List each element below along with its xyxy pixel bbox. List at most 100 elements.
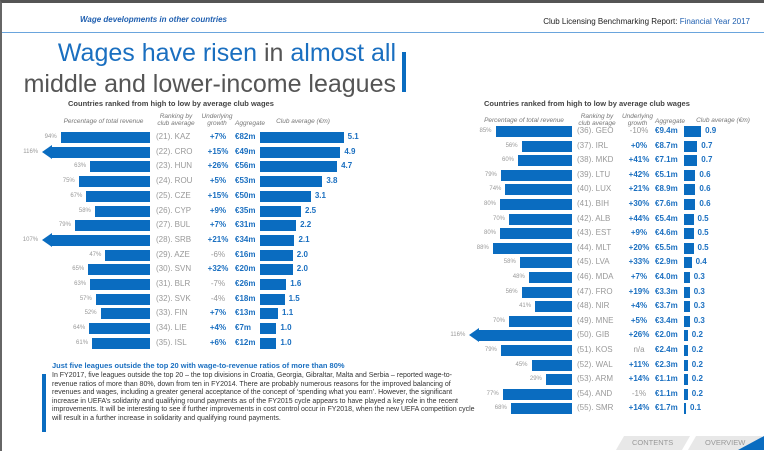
rank-label: (33). FIN [156, 308, 188, 318]
pct-label: 75% [62, 178, 75, 185]
club-average-value: 0.2 [691, 374, 703, 384]
pct-bar [78, 176, 150, 188]
pct-label: 116% [450, 332, 466, 339]
pct-label: 68% [494, 405, 507, 412]
note-body: In FY2017, five leagues outside the top … [52, 372, 475, 422]
aggregate-value: €1.1m [655, 388, 678, 398]
growth-value: +42% [628, 169, 650, 179]
club-average-bar [684, 199, 696, 210]
growth-value: -7% [210, 279, 226, 288]
rank-label: (31). BLR [156, 279, 191, 288]
growth-value: +32% [207, 264, 229, 274]
club-average-value: 0.6 [699, 199, 711, 208]
pct-label: 63% [74, 163, 87, 170]
table-row: 63% (23). HUN +26% €56m 4.7 [0, 159, 764, 173]
aggregate-value: €8.7m [655, 140, 678, 150]
rank-label: (40). LUX [577, 184, 612, 194]
club-average-value: 4.9 [344, 146, 356, 156]
rank-label: (37). IRL [577, 140, 609, 150]
table-row: 45% (52). WAL +11% €2.3m 0.2 [0, 358, 764, 372]
pct-bar [89, 323, 150, 335]
club-average-value: 3.8 [326, 176, 338, 186]
club-average-bar [684, 228, 694, 240]
aggregate-value: €8.9m [655, 184, 678, 194]
pct-bar [509, 213, 572, 225]
table-row: 88% (44). MLT +20% €5.5m 0.5 [0, 241, 764, 255]
table-row: 70% (42). ALB +44% €5.4m 0.5 [0, 212, 764, 226]
aggregate-value: €3.3m [655, 286, 678, 296]
club-average-value: 2.0 [296, 249, 308, 259]
table-row: 79% (27). BUL +7% €31m 2.2 [0, 218, 764, 232]
rank-label: (53). ARM [577, 374, 614, 384]
club-average-value: 3.1 [314, 190, 326, 200]
aggregate-value: €26m [235, 279, 256, 288]
table-row: 48% (46). MDA +7% €4.0m 0.3 [0, 270, 764, 284]
pct-label: 94% [44, 134, 57, 140]
pct-bar [535, 301, 572, 313]
title-part: in [257, 39, 291, 67]
rank-label: (54). AND [577, 388, 613, 398]
table-row: 107% (28). SRB +21% €34m 2.1 [0, 232, 764, 247]
rank-label: (23). HUN [156, 161, 193, 171]
club-average-bar [684, 184, 696, 196]
pct-label: 56% [505, 142, 518, 149]
club-average-bar [684, 257, 692, 269]
aggregate-value: €18m [235, 293, 256, 303]
growth-value: +9% [209, 205, 227, 215]
rank-label: (55). SMR [577, 403, 614, 413]
club-average-value: 0.2 [691, 359, 703, 369]
club-average-bar [684, 155, 698, 167]
club-average-bar [684, 359, 688, 371]
growth-value: +7% [630, 272, 648, 281]
pct-bar [531, 359, 572, 371]
pct-label: 41% [519, 303, 532, 310]
contents-tab[interactable]: CONTENTS [615, 436, 691, 450]
rank-label: (27). BUL [156, 220, 191, 230]
club-average-value: 1.6 [290, 279, 302, 288]
left-header-growth: Underlying growth [201, 113, 233, 127]
table-row: 47% (29). AZE -6% €16m 2.0 [0, 248, 764, 262]
pct-label: 60% [501, 157, 514, 164]
right-chart-title: Countries ranked from high to low by ave… [484, 99, 690, 108]
rank-label: (50). GIB [577, 330, 610, 340]
note-title: Just five leagues outside the top 20 wit… [52, 361, 345, 370]
aggregate-value: €35m [235, 205, 256, 215]
rank-label: (21). KAZ [156, 132, 191, 141]
rank-label: (49). MNE [577, 315, 614, 325]
growth-value: +5% [209, 176, 227, 186]
club-average-value: 0.9 [705, 126, 717, 135]
aggregate-value: €2.4m [655, 345, 678, 354]
rank-label: (35). ISL [156, 337, 187, 347]
pct-bar [492, 242, 572, 254]
table-row: 116% (50). GIB +26% €2.0m 0.2 [0, 328, 764, 343]
report-year: Financial Year 2017 [679, 17, 750, 26]
club-average-bar [684, 374, 688, 386]
pct-label: 48% [512, 274, 525, 280]
club-average-value: 0.5 [697, 213, 709, 223]
pct-label: 85% [479, 128, 492, 134]
growth-value: +14% [628, 374, 650, 384]
rank-label: (38). MKD [577, 155, 614, 165]
aggregate-value: €31m [235, 220, 256, 230]
table-row: 68% (55). SMR +14% €1.7m 0.1 [0, 401, 764, 415]
left-header-avg: Club average (€m) [276, 118, 330, 125]
pct-label: 56% [505, 288, 518, 295]
aggregate-value: €4.0m [655, 272, 678, 281]
pct-bar [519, 257, 572, 269]
rank-label: (52). WAL [577, 359, 613, 369]
rank-label: (24). ROU [156, 176, 193, 186]
aggregate-value: €1.1m [655, 374, 678, 384]
growth-value: +44% [628, 213, 650, 223]
club-average-value: 0.3 [693, 272, 705, 281]
table-row: 67% (25). CZE +15% €50m 3.1 [0, 189, 764, 203]
club-average-bar [260, 220, 297, 232]
club-average-value: 4.7 [341, 161, 353, 171]
title-part: almost all [290, 39, 396, 67]
left-chart-title: Countries ranked from high to low by ave… [68, 99, 274, 108]
growth-value: +30% [628, 199, 650, 208]
table-row: 74% (40). LUX +21% €8.9m 0.6 [0, 182, 764, 196]
growth-value: +9% [630, 228, 648, 238]
table-row: 116% (22). CRO +15% €49m 4.9 [0, 144, 764, 159]
pct-label: 70% [492, 215, 505, 222]
rank-label: (29). AZE [156, 249, 190, 259]
